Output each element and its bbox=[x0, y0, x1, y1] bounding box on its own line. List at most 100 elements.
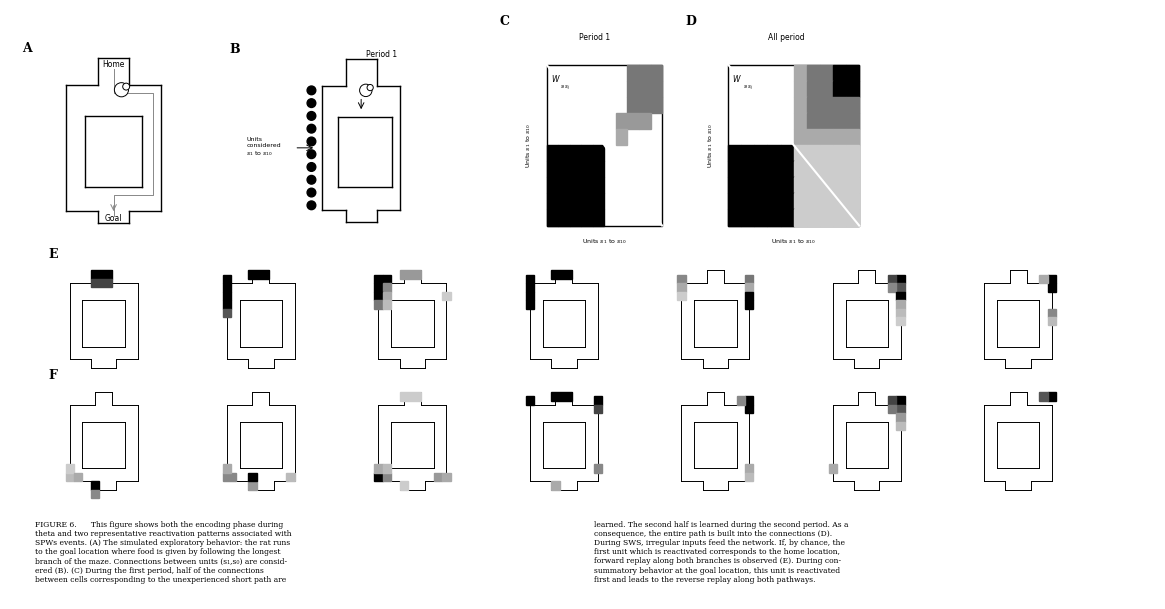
Bar bbox=[744, 275, 754, 283]
Bar bbox=[558, 177, 570, 194]
Bar bbox=[833, 194, 846, 209]
Bar bbox=[65, 473, 75, 481]
Bar bbox=[806, 97, 820, 113]
Bar bbox=[896, 275, 905, 283]
Bar bbox=[400, 270, 421, 279]
Bar bbox=[833, 97, 846, 113]
Bar bbox=[581, 194, 593, 209]
Bar bbox=[793, 209, 806, 225]
Bar bbox=[781, 145, 793, 161]
Bar bbox=[781, 177, 793, 194]
Circle shape bbox=[308, 175, 316, 184]
Bar bbox=[744, 473, 754, 481]
Bar bbox=[593, 145, 605, 161]
Bar bbox=[846, 161, 859, 177]
Bar bbox=[755, 161, 768, 177]
Bar bbox=[846, 129, 859, 145]
Bar bbox=[896, 405, 905, 414]
Bar bbox=[558, 194, 570, 209]
Bar bbox=[820, 65, 833, 81]
Bar bbox=[248, 270, 269, 279]
Circle shape bbox=[308, 188, 316, 197]
Bar bbox=[1047, 392, 1057, 401]
Bar bbox=[833, 113, 846, 129]
Circle shape bbox=[308, 137, 316, 146]
Bar bbox=[741, 209, 755, 225]
Bar bbox=[593, 464, 602, 473]
Text: FIGURE 6.      This figure shows both the encoding phase during
theta and two re: FIGURE 6. This figure shows both the enc… bbox=[35, 521, 291, 584]
Circle shape bbox=[308, 99, 316, 107]
Bar bbox=[546, 145, 558, 161]
Bar bbox=[768, 194, 781, 209]
Bar bbox=[793, 194, 806, 209]
Bar bbox=[806, 209, 820, 225]
Bar bbox=[65, 464, 75, 473]
Bar bbox=[581, 145, 593, 161]
Bar bbox=[741, 194, 755, 209]
Bar bbox=[581, 209, 593, 225]
Bar bbox=[374, 292, 383, 300]
Bar bbox=[223, 292, 232, 300]
Text: Period 1: Period 1 bbox=[579, 33, 609, 42]
Bar bbox=[677, 283, 686, 292]
Bar bbox=[744, 283, 754, 292]
Bar bbox=[593, 405, 602, 414]
Bar bbox=[781, 209, 793, 225]
Bar bbox=[628, 81, 638, 97]
Circle shape bbox=[114, 83, 128, 97]
Bar bbox=[833, 209, 846, 225]
Bar bbox=[551, 270, 572, 279]
Bar bbox=[806, 65, 820, 81]
Bar bbox=[593, 396, 602, 405]
Bar bbox=[628, 113, 638, 129]
Bar bbox=[755, 145, 768, 161]
Bar bbox=[383, 283, 391, 292]
Bar bbox=[383, 473, 391, 481]
Bar bbox=[741, 161, 755, 177]
Bar bbox=[820, 129, 833, 145]
Bar bbox=[768, 177, 781, 194]
Bar bbox=[833, 161, 846, 177]
Bar bbox=[616, 113, 628, 129]
Bar bbox=[248, 473, 256, 481]
Bar bbox=[793, 161, 806, 177]
Bar bbox=[628, 65, 638, 81]
Bar bbox=[638, 81, 650, 97]
Bar bbox=[593, 209, 605, 225]
Bar bbox=[638, 113, 650, 129]
Bar bbox=[846, 65, 859, 81]
Bar bbox=[551, 481, 559, 490]
Bar bbox=[820, 97, 833, 113]
Bar bbox=[287, 473, 295, 481]
Bar bbox=[383, 292, 391, 300]
Bar bbox=[896, 396, 905, 405]
Bar bbox=[806, 113, 820, 129]
Text: $W$: $W$ bbox=[551, 72, 560, 83]
Bar bbox=[91, 279, 112, 287]
Bar bbox=[75, 473, 83, 481]
Bar bbox=[896, 414, 905, 422]
Bar bbox=[806, 145, 820, 161]
Bar bbox=[820, 113, 833, 129]
Bar bbox=[820, 177, 833, 194]
Bar bbox=[755, 194, 768, 209]
Bar bbox=[91, 490, 99, 498]
Bar bbox=[728, 177, 741, 194]
Bar bbox=[223, 464, 232, 473]
Bar bbox=[728, 194, 741, 209]
Bar bbox=[806, 177, 820, 194]
Bar bbox=[744, 405, 754, 414]
Bar bbox=[846, 209, 859, 225]
Bar bbox=[741, 177, 755, 194]
Circle shape bbox=[308, 86, 316, 95]
Bar bbox=[223, 275, 232, 283]
Bar bbox=[374, 300, 383, 309]
Text: E: E bbox=[49, 248, 58, 261]
Bar bbox=[793, 129, 806, 145]
Bar bbox=[223, 309, 232, 317]
Bar bbox=[833, 65, 846, 81]
Bar bbox=[896, 283, 905, 292]
Bar bbox=[570, 161, 581, 177]
Bar bbox=[650, 81, 662, 97]
Bar bbox=[383, 275, 391, 283]
